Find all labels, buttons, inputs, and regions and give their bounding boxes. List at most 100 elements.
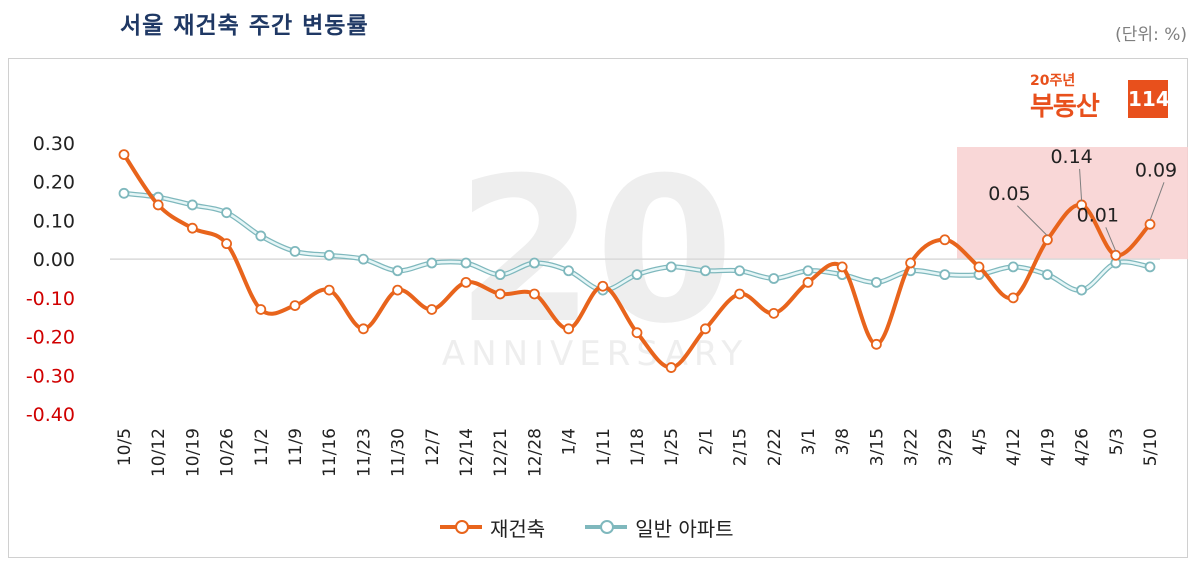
x-tick-label: 4/12: [1004, 428, 1024, 466]
x-tick-label: 1/18: [628, 428, 648, 466]
x-tick-label: 1/25: [662, 428, 682, 466]
data-label: 0.05: [988, 183, 1030, 205]
logo-number-box: 114: [1128, 80, 1170, 118]
data-point-apartment: [460, 257, 472, 269]
x-tick-label: 2/22: [765, 428, 785, 466]
x-tick-label: 5/3: [1107, 428, 1127, 455]
data-point-apartment: [734, 265, 745, 277]
data-point-reconstruction: [563, 323, 574, 335]
data-point-reconstruction: [357, 323, 369, 335]
legend-swatch-apartment: [585, 520, 628, 534]
unit-label: (단위: %): [1115, 25, 1187, 45]
x-tick-label: 11/2: [252, 428, 272, 466]
data-point-apartment: [1007, 261, 1019, 273]
x-tick-label: 4/26: [1073, 428, 1093, 466]
x-tick-label: 11/30: [389, 428, 409, 477]
x-tick-label: 1/4: [560, 428, 580, 455]
data-point-reconstruction: [1110, 249, 1122, 261]
data-label: 0.01: [1077, 204, 1119, 226]
logo-brand-text: 부동산: [1030, 92, 1100, 122]
data-point-reconstruction: [494, 288, 506, 300]
y-tick-label: -0.20: [26, 327, 75, 349]
data-point-apartment: [357, 253, 369, 265]
x-tick-label: 5/10: [1141, 428, 1161, 466]
data-point-reconstruction: [905, 257, 916, 269]
data-point-reconstruction: [871, 338, 882, 350]
annotation-leader: [1149, 182, 1165, 221]
x-tick-label: 12/7: [423, 428, 443, 466]
x-tick-label: 3/22: [902, 428, 922, 466]
data-point-reconstruction: [597, 280, 609, 292]
legend-label-apartment: 일반 아파트: [635, 516, 734, 541]
x-tick-label: 3/8: [833, 428, 853, 455]
x-tick-label: 4/19: [1038, 428, 1058, 466]
data-point-apartment: [494, 269, 506, 281]
y-tick-label: 0.00: [33, 249, 75, 271]
data-point-reconstruction: [255, 304, 267, 315]
x-tick-label: 10/12: [149, 428, 169, 477]
x-tick-label: 11/16: [320, 428, 340, 477]
watermark-text: ANNIVERSARY: [442, 334, 748, 374]
data-point-apartment: [700, 265, 711, 277]
data-label: 0.14: [1050, 146, 1092, 168]
data-point-apartment: [768, 273, 780, 284]
data-point-reconstruction: [1007, 292, 1019, 304]
data-point-apartment: [665, 261, 677, 273]
data-label: 0.09: [1135, 159, 1177, 181]
highlight-region: [957, 147, 1188, 260]
legend-label-reconstruction: 재건축: [490, 516, 546, 541]
data-point-reconstruction: [802, 276, 814, 288]
data-point-apartment: [563, 265, 574, 277]
y-tick-label: -0.40: [26, 404, 75, 426]
data-point-apartment: [323, 249, 335, 261]
x-tick-label: 3/15: [867, 428, 887, 466]
data-point-apartment: [392, 265, 404, 277]
data-point-apartment: [186, 199, 198, 211]
x-tick-label: 4/5: [970, 428, 990, 455]
legend-item-apartment: 일반 아파트: [585, 513, 734, 542]
brand-logo: 20주년 부동산 114: [1030, 70, 1170, 122]
data-point-reconstruction: [118, 149, 130, 161]
x-tick-label: 2/15: [731, 428, 751, 466]
data-point-apartment: [529, 257, 540, 269]
x-tick-label: 12/28: [525, 428, 545, 477]
data-point-reconstruction: [700, 323, 711, 335]
x-tick-label: 3/29: [936, 428, 956, 466]
data-point-reconstruction: [221, 238, 233, 250]
y-tick-label: -0.30: [26, 365, 75, 387]
x-tick-label: 10/19: [183, 428, 203, 477]
data-point-reconstruction: [152, 199, 164, 211]
data-point-reconstruction: [186, 222, 198, 234]
data-point-apartment: [939, 269, 951, 281]
data-point-reconstruction: [529, 288, 540, 300]
data-point-reconstruction: [1042, 234, 1053, 246]
legend-swatch-reconstruction: [440, 520, 482, 534]
x-tick-label: 3/1: [799, 428, 819, 455]
data-point-reconstruction: [1144, 218, 1156, 230]
legend-item-reconstruction: 재건축: [440, 513, 545, 542]
x-tick-label: 1/11: [594, 428, 614, 466]
data-point-apartment: [871, 276, 882, 288]
data-point-apartment: [118, 187, 130, 199]
data-point-apartment: [289, 245, 301, 257]
data-point-reconstruction: [426, 304, 438, 315]
data-point-reconstruction: [734, 288, 745, 300]
data-point-reconstruction: [631, 327, 643, 339]
annotation-leader: [1105, 227, 1117, 252]
y-tick-label: 0.20: [33, 172, 75, 194]
x-tick-label: 2/1: [696, 428, 716, 455]
data-point-apartment: [1144, 261, 1156, 273]
chart-title: 서울 재건축 주간 변동률: [120, 13, 369, 39]
data-point-reconstruction: [973, 261, 985, 273]
data-point-apartment: [255, 230, 267, 242]
chart-frame: [8, 58, 1188, 558]
data-point-reconstruction: [289, 300, 301, 312]
x-tick-label: 11/9: [286, 428, 306, 466]
data-point-reconstruction: [768, 307, 780, 319]
data-point-reconstruction: [392, 284, 404, 296]
data-point-apartment: [1042, 269, 1053, 281]
chart-legend: 재건축 일반 아파트: [440, 512, 774, 542]
annotation-leader: [1017, 205, 1048, 237]
logo-anniversary-text: 20주년: [1030, 73, 1076, 89]
